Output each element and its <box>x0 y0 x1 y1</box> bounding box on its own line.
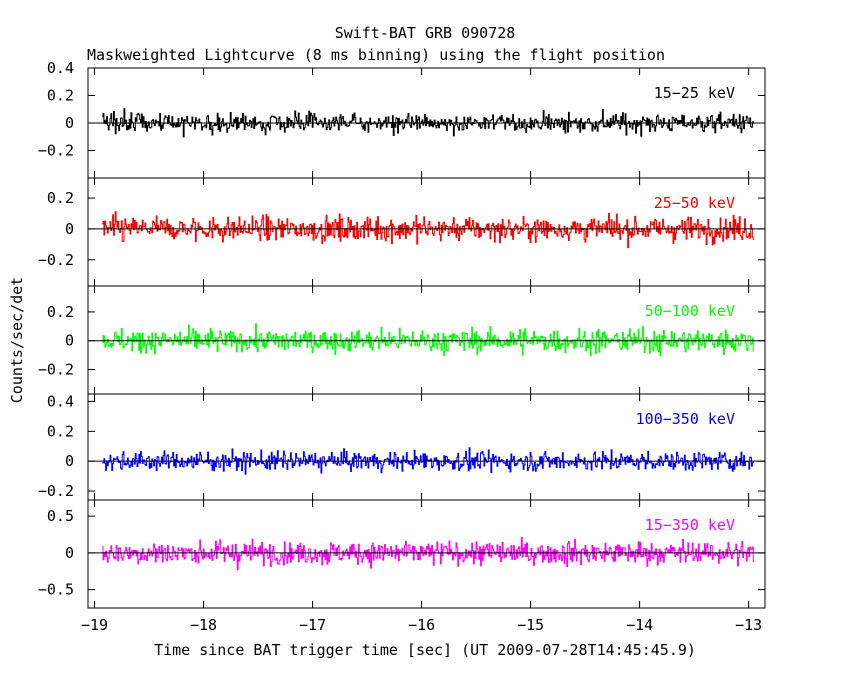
panel-2: −0.2 0 0.2 50−100 keV <box>38 285 766 395</box>
chart-title: Swift-BAT GRB 090728 <box>335 24 516 42</box>
chart-subtitle: Maskweighted Lightcurve (8 ms binning) u… <box>87 46 665 64</box>
ytick-label: 0.2 <box>47 87 74 105</box>
series-line-1 <box>102 211 755 249</box>
ytick-label: 0 <box>65 220 74 238</box>
xtick-label: −17 <box>299 616 326 634</box>
ytick-label: 0 <box>65 452 74 470</box>
series-line-2 <box>102 323 755 357</box>
x-axis: −19 −18 −17 −16 −15 −14 −13 <box>81 616 762 634</box>
band-label-1: 25−50 keV <box>654 194 735 212</box>
xtick-label: −14 <box>626 616 653 634</box>
panel-frame-4 <box>87 499 766 609</box>
series-line-3 <box>102 447 755 475</box>
xtick-label: −16 <box>408 616 435 634</box>
ytick-label: 0.5 <box>47 507 74 525</box>
ytick-label: −0.2 <box>38 361 74 379</box>
ytick-label: 0.4 <box>47 59 74 77</box>
panel-1: −0.2 0 0.2 25−50 keV <box>38 177 766 287</box>
xtick-label: −13 <box>735 616 762 634</box>
xtick-label: −19 <box>81 616 108 634</box>
ytick-label: 0 <box>65 114 74 132</box>
panel-4: −0.5 0 0.5 15−350 keV <box>38 499 766 609</box>
ytick-label: −0.2 <box>38 142 74 160</box>
series-line-4 <box>102 536 755 571</box>
x-axis-label: Time since BAT trigger time [sec] (UT 20… <box>154 641 696 659</box>
band-label-3: 100−350 keV <box>636 410 735 428</box>
band-label-0: 15−25 keV <box>654 84 735 102</box>
ytick-label: 0.4 <box>47 392 74 410</box>
ytick-label: 0.2 <box>47 189 74 207</box>
ytick-label: 0 <box>65 332 74 350</box>
ytick-label: −0.2 <box>38 482 74 500</box>
xtick-label: −18 <box>190 616 217 634</box>
xtick-label: −15 <box>517 616 544 634</box>
ytick-label: −0.2 <box>38 251 74 269</box>
band-label-2: 50−100 keV <box>645 302 735 320</box>
y-axis-label: Counts/sec/det <box>8 277 26 403</box>
ytick-label: −0.5 <box>38 581 74 599</box>
band-label-4: 15−350 keV <box>645 516 735 534</box>
ytick-label: 0.2 <box>47 422 74 440</box>
panel-0: −0.2 0 0.2 0.4 15−25 keV <box>38 59 766 179</box>
ytick-label: 0 <box>65 544 74 562</box>
ytick-label: 0.2 <box>47 303 74 321</box>
panels-group: −0.200.20.415−25 keV−0.200.2 25−50 keV−0.… <box>38 59 766 609</box>
panel-3: −0.2 0 0.2 0.4 100−350 keV <box>38 392 766 501</box>
